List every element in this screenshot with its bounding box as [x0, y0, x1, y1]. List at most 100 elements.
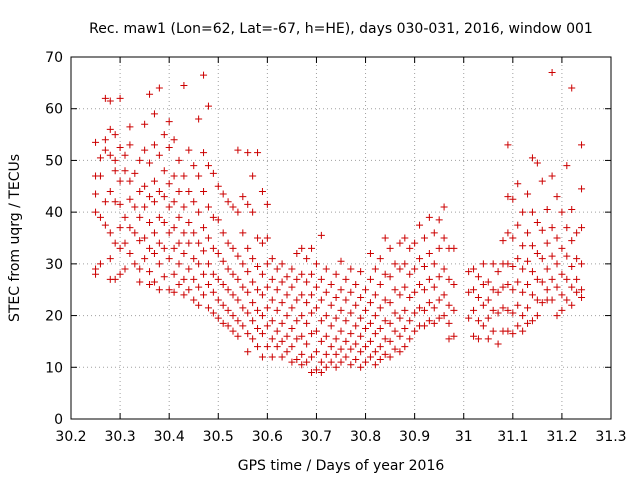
y-tick-label: 40	[45, 205, 63, 221]
data-point	[219, 319, 227, 327]
data-point	[298, 312, 306, 320]
data-point	[396, 265, 404, 273]
data-point	[141, 234, 149, 242]
data-point	[568, 84, 576, 92]
data-point	[406, 270, 414, 278]
data-point	[244, 268, 252, 276]
data-point	[141, 146, 149, 154]
data-point	[101, 136, 109, 144]
data-point	[298, 270, 306, 278]
data-point	[263, 283, 271, 291]
data-point	[249, 317, 257, 325]
data-point	[288, 283, 296, 291]
data-point	[155, 239, 163, 247]
data-point	[538, 226, 546, 234]
data-point	[553, 260, 561, 268]
data-point	[224, 306, 232, 314]
data-point	[288, 265, 296, 273]
data-point	[263, 322, 271, 330]
data-point	[160, 218, 168, 226]
data-point	[391, 327, 399, 335]
data-point	[430, 304, 438, 312]
data-point	[278, 337, 286, 345]
data-point	[180, 275, 188, 283]
data-point	[180, 250, 188, 258]
data-point	[435, 314, 443, 322]
data-point	[249, 335, 257, 343]
data-point	[425, 275, 433, 283]
data-point	[146, 218, 154, 226]
data-point	[214, 250, 222, 258]
data-point	[430, 319, 438, 327]
data-point	[239, 322, 247, 330]
data-point	[337, 358, 345, 366]
data-point	[229, 327, 237, 335]
data-point	[209, 270, 217, 278]
data-point	[568, 301, 576, 309]
data-point	[514, 180, 522, 188]
data-point	[214, 216, 222, 224]
data-point	[376, 255, 384, 263]
data-point	[155, 286, 163, 294]
data-point	[470, 265, 478, 273]
data-point	[420, 234, 428, 242]
data-point	[347, 361, 355, 369]
data-point	[322, 332, 330, 340]
data-point	[303, 278, 311, 286]
data-point	[249, 299, 257, 307]
data-point	[155, 151, 163, 159]
data-point	[219, 257, 227, 265]
data-point	[165, 118, 173, 126]
data-point	[204, 234, 212, 242]
data-point	[435, 244, 443, 252]
data-point	[234, 208, 242, 216]
data-point	[465, 314, 473, 322]
data-point	[435, 216, 443, 224]
data-point	[332, 270, 340, 278]
data-point	[165, 180, 173, 188]
data-point	[195, 260, 203, 268]
data-point	[175, 260, 183, 268]
data-point	[519, 242, 527, 250]
data-point	[416, 304, 424, 312]
data-point	[209, 213, 217, 221]
data-point	[170, 270, 178, 278]
data-point	[362, 325, 370, 332]
data-point	[366, 275, 374, 283]
data-point	[528, 242, 536, 250]
data-point	[386, 337, 394, 345]
data-point	[200, 247, 208, 255]
data-point	[411, 288, 419, 296]
data-point	[288, 304, 296, 312]
data-point	[234, 332, 242, 340]
data-point	[347, 345, 355, 353]
data-point	[293, 356, 301, 364]
data-point	[533, 250, 541, 258]
data-point	[381, 317, 389, 325]
data-point	[509, 262, 517, 270]
data-point	[411, 239, 419, 247]
data-point	[200, 187, 208, 195]
data-point	[548, 172, 556, 180]
data-point	[96, 154, 104, 162]
data-point	[504, 327, 512, 335]
data-point	[494, 268, 502, 276]
data-point	[528, 268, 536, 276]
data-point	[263, 200, 271, 208]
data-point	[386, 353, 394, 361]
y-tick-label: 50	[45, 153, 63, 169]
data-point	[489, 306, 497, 314]
data-point	[376, 325, 384, 332]
data-point	[347, 309, 355, 317]
data-point	[533, 296, 541, 304]
data-point	[190, 296, 198, 304]
data-point	[136, 278, 144, 286]
data-point	[254, 262, 262, 270]
data-point	[308, 309, 316, 317]
data-point	[352, 301, 360, 309]
data-point	[494, 309, 502, 317]
data-point	[514, 322, 522, 330]
data-point	[450, 281, 458, 289]
data-point	[342, 275, 350, 283]
